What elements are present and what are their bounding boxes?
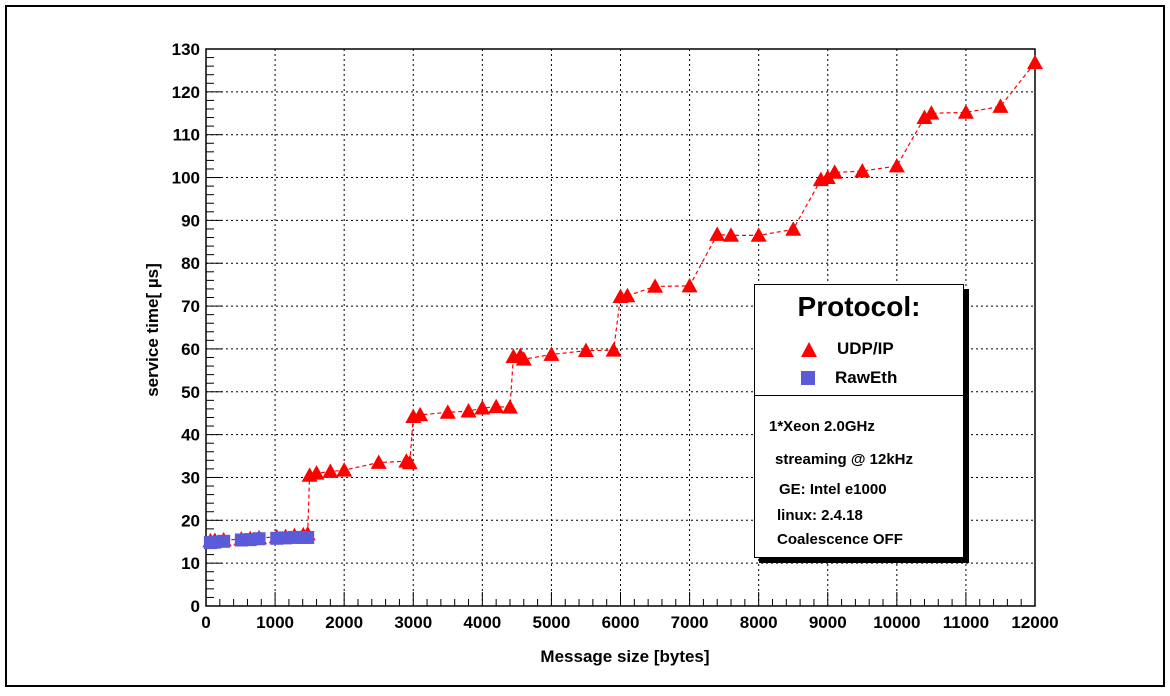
y-tick-label: 10: [181, 554, 200, 573]
udp-point-marker: [750, 227, 767, 242]
udp-point-marker: [916, 109, 933, 124]
udp-point-marker: [723, 227, 740, 242]
info-cpu: 1*Xeon 2.0GHz: [769, 418, 875, 435]
x-tick-label: 11000: [943, 613, 989, 632]
udp-point-marker: [460, 403, 477, 418]
x-axis-label: Message size [bytes]: [540, 647, 709, 666]
x-tick-label: 5000: [533, 613, 571, 632]
y-tick-label: 30: [181, 468, 200, 487]
info-coalescence: Coalescence OFF: [777, 531, 903, 548]
udp-point-marker: [501, 399, 518, 414]
axes: 0 1000 2000 3000 4000 5000 6000 7000 8000 9000 100…: [172, 40, 1059, 632]
raweth-point-marker: [217, 534, 231, 548]
y-axis-label: service time[ µs]: [143, 263, 162, 397]
x-tick-label: 10000: [873, 613, 920, 632]
udp-point-marker: [401, 454, 418, 470]
triangle-marker-icon: [801, 341, 817, 357]
udp-point-marker: [412, 406, 429, 422]
udp-point-marker: [308, 465, 325, 480]
series-layer: [202, 54, 1043, 550]
y-tick-label: 20: [181, 511, 200, 530]
legend-label-raweth: RawEth: [835, 368, 898, 387]
udp-point-marker: [888, 157, 905, 173]
udp-point-marker: [577, 342, 594, 358]
udp-point-marker: [785, 221, 802, 236]
udp-point-marker: [1027, 54, 1043, 70]
udp-point-marker: [605, 342, 622, 357]
info-streaming: streaming @ 12kHz: [775, 451, 914, 468]
y-tick-label: 130: [172, 40, 200, 59]
x-tick-label: 12000: [1011, 613, 1058, 632]
y-tick-label: 100: [172, 169, 200, 188]
x-tick-label: 0: [201, 613, 210, 632]
udp-point-marker: [474, 400, 491, 415]
x-tick-label: 7000: [671, 613, 709, 632]
y-tick-label: 50: [181, 383, 200, 402]
y-tick-label: 120: [172, 83, 200, 102]
x-tick-label: 1000: [256, 613, 294, 632]
udp-point-marker: [992, 98, 1009, 113]
square-marker-icon: [801, 371, 815, 385]
info-kernel: linux: 2.4.18: [777, 507, 863, 524]
udp-point-marker: [819, 169, 836, 184]
udp-point-marker: [322, 463, 339, 478]
udp-point-marker: [370, 454, 387, 469]
udp-point-marker: [957, 104, 974, 119]
udp-point-marker: [709, 226, 726, 241]
y-tick-label: 90: [181, 211, 200, 230]
y-tick-label: 70: [181, 297, 200, 316]
y-tick-label: 0: [191, 597, 200, 616]
udp-point-marker: [543, 346, 560, 361]
legend-divider: [755, 395, 963, 396]
udp-point-marker: [923, 105, 940, 120]
legend-entry-raweth: RawEth: [801, 367, 897, 389]
udp-point-marker: [488, 398, 505, 414]
x-tick-label: 3000: [394, 613, 432, 632]
udp-point-marker: [647, 278, 664, 293]
x-tick-label: 9000: [809, 613, 847, 632]
legend-title: Protocol:: [797, 291, 921, 322]
udp-point-marker: [439, 404, 456, 419]
udp-point-marker: [854, 163, 871, 178]
raweth-point-marker: [252, 532, 266, 546]
y-tick-label: 40: [181, 426, 200, 445]
x-tick-label: 8000: [740, 613, 778, 632]
info-nic: GE: Intel e1000: [779, 481, 887, 498]
udp-point-marker: [826, 164, 843, 179]
udp-point-marker: [336, 462, 353, 477]
raweth-point-marker: [301, 530, 315, 544]
y-tick-label: 60: [181, 340, 200, 359]
udp-point-marker: [619, 287, 636, 303]
legend-entry-udp: UDP/IP: [801, 338, 894, 360]
x-tick-label: 2000: [325, 613, 363, 632]
x-tick-label: 6000: [602, 613, 640, 632]
outer-border: [5, 5, 1165, 687]
x-tick-label: 4000: [463, 613, 501, 632]
udp-point-marker: [515, 351, 532, 366]
y-tick-label: 80: [181, 254, 200, 273]
udp-point-marker: [681, 277, 698, 293]
y-tick-label: 110: [173, 126, 200, 145]
legend: Protocol: UDP/IP RawEth 1*Xeon 2.0GHz st…: [754, 284, 964, 558]
legend-label-udp: UDP/IP: [837, 339, 894, 358]
